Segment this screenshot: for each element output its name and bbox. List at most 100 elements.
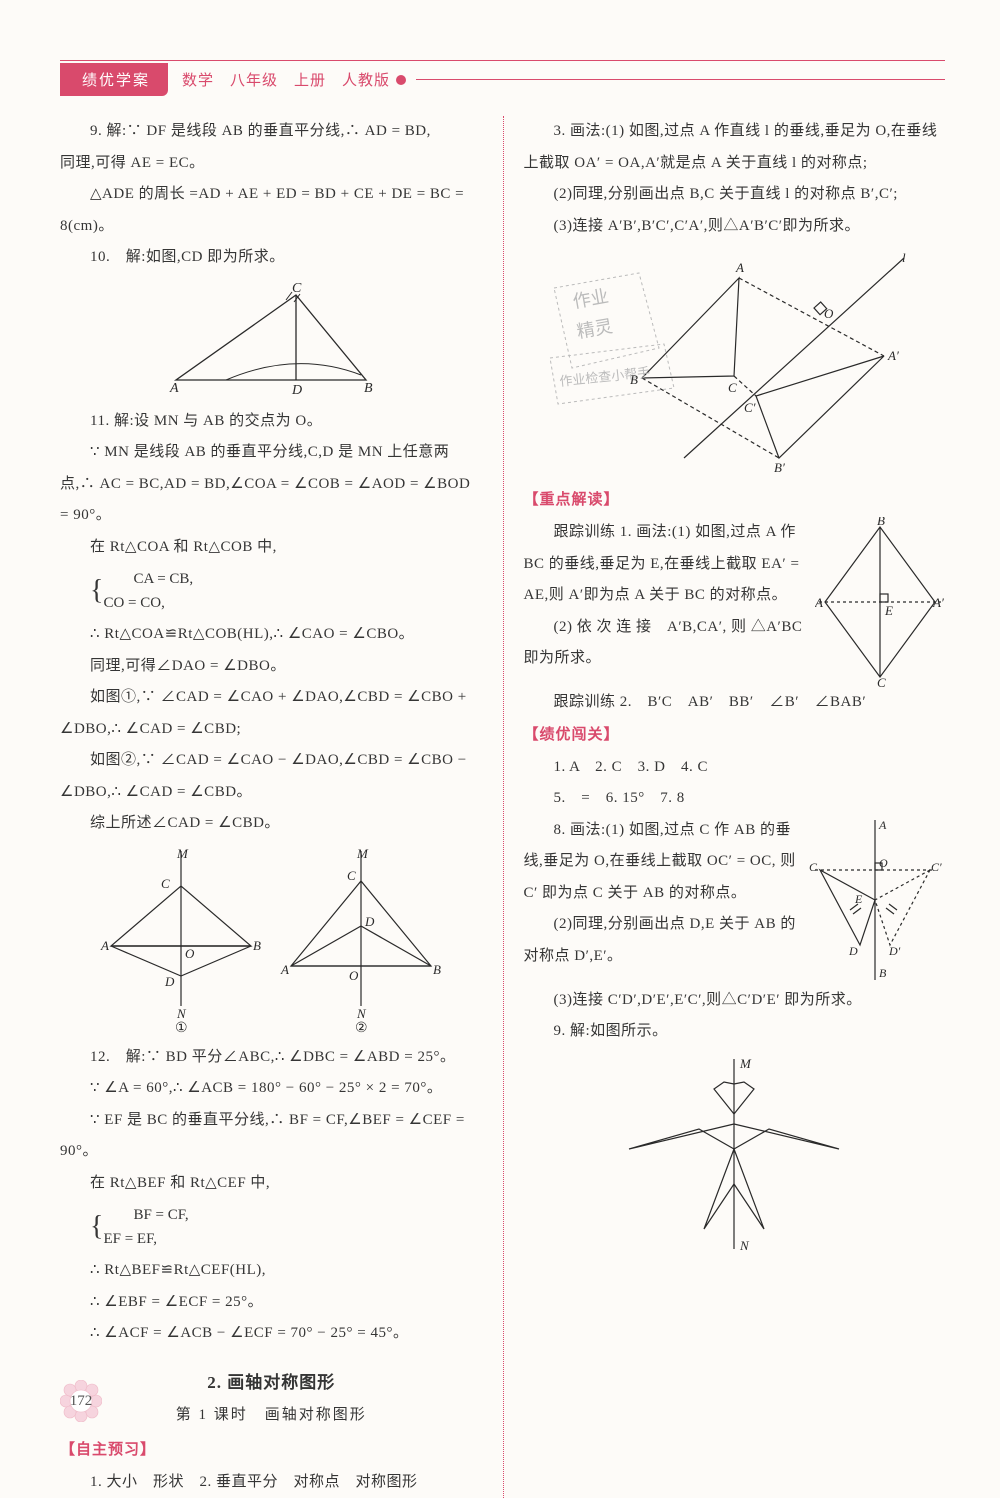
- ans-row2: 5. = 6. 15° 7. 8: [524, 783, 946, 815]
- brace-1: { CA = CB, CO = CO,: [60, 567, 483, 615]
- jygg-head: 【绩优闯关】: [524, 719, 946, 752]
- lbl: A: [100, 938, 109, 953]
- label-D: D: [291, 383, 302, 398]
- lbl: C′: [744, 400, 756, 415]
- lbl: O: [185, 946, 195, 961]
- lbl: D′: [888, 944, 901, 958]
- lbl: O: [824, 306, 834, 321]
- lbl: B: [877, 517, 885, 528]
- header-dot-icon: [396, 75, 406, 85]
- lbl: D: [164, 974, 175, 989]
- brace-2: { BF = CF, EF = EF,: [60, 1203, 483, 1251]
- lbl: M: [176, 846, 189, 861]
- q12-l6: ∴ ∠EBF = ∠ECF = 25°。: [60, 1287, 483, 1319]
- lbl: M: [739, 1056, 752, 1071]
- lbl: B: [879, 966, 887, 980]
- figure-q10: A B C D: [156, 280, 386, 400]
- lbl: C: [347, 868, 356, 883]
- self-study-head: 【自主预习】: [60, 1434, 483, 1467]
- section-title: 2. 画轴对称图形: [60, 1368, 483, 1393]
- lbl: O: [349, 968, 359, 983]
- lbl: B: [253, 938, 261, 953]
- lbl: E: [884, 603, 893, 618]
- lbl: N: [176, 1006, 187, 1021]
- lbl: C: [809, 860, 818, 874]
- q10: 10. 解:如图,CD 即为所求。: [60, 242, 483, 274]
- tracking1-row: 跟踪训练 1. 画法:(1) 如图,过点 A 作 BC 的垂线,垂足为 E,在垂…: [524, 517, 946, 687]
- q11-l7: 如图②,∵ ∠CAD = ∠CAO − ∠DAO,∠CBD = ∠CBO − ∠…: [60, 745, 483, 808]
- q11-l3: 在 Rt△COA 和 Rt△COB 中,: [60, 532, 483, 564]
- lbl: B: [630, 372, 638, 387]
- lbl: A′: [887, 348, 899, 363]
- lbl: B: [433, 962, 441, 977]
- r3a: 3. 画法:(1) 如图,过点 A 作直线 l 的垂线,垂足为 O,在垂线上截取…: [524, 116, 946, 179]
- q11-l6: 如图①,∵ ∠CAD = ∠CAO + ∠DAO,∠CBD = ∠CBO + ∠…: [60, 682, 483, 745]
- page-number: 172: [70, 1393, 93, 1410]
- figure-dual: M N A B C D O M N A B C D O ① ②: [91, 846, 451, 1036]
- r8a: 8. 画法:(1) 如图,过点 C 作 AB 的垂线,垂足为 O,在垂线上截取 …: [524, 815, 806, 910]
- lbl: ①: [175, 1021, 188, 1036]
- q9-line2: 同理,可得 AE = EC。: [60, 148, 483, 180]
- brace2-l2: EF = EF,: [103, 1231, 157, 1247]
- gz1b: (2) 依 次 连 接 A′B,CA′, 则 △A′BC即为所求。: [524, 612, 816, 675]
- r8b: (2)同理,分别画出点 D,E 关于 AB 的对称点 D′,E′。: [524, 909, 806, 972]
- q12-l1: 12. 解:∵ BD 平分∠ABC,∴ ∠DBC = ∠ABD = 25°。: [60, 1042, 483, 1074]
- watermark-icon: 作业: [571, 286, 610, 312]
- lbl: A: [878, 818, 887, 832]
- q12-l5: ∴ Rt△BEF≌Rt△CEF(HL),: [60, 1255, 483, 1287]
- ans-row1: 1. A 2. C 3. D 4. C: [524, 752, 946, 784]
- figure-reflection: 作业 精灵 作业检查小帮手 A B C A′ B′ C′ O l: [544, 248, 924, 478]
- lbl: C: [877, 675, 886, 687]
- lbl: A: [735, 260, 744, 275]
- lbl: E: [854, 892, 863, 906]
- r3c: (3)连接 A′B′,B′C′,C′A′,则△A′B′C′即为所求。: [524, 211, 946, 243]
- q12-l7: ∴ ∠ACF = ∠ACB − ∠ECF = 70° − 25° = 45°。: [60, 1318, 483, 1350]
- lbl: O: [879, 856, 888, 870]
- page-number-badge: 172: [60, 1380, 102, 1422]
- gz1a: 跟踪训练 1. 画法:(1) 如图,过点 A 作 BC 的垂线,垂足为 E,在垂…: [524, 517, 816, 612]
- lbl: N: [739, 1238, 750, 1253]
- self-study-ans: 1. 大小 形状 2. 垂直平分 对称点 对称图形: [60, 1467, 483, 1498]
- header-subject: 数学 八年级 上册 人教版: [182, 69, 390, 90]
- r8c: (3)连接 C′D′,D′E′,E′C′,则△C′D′E′ 即为所求。: [524, 985, 946, 1017]
- q12-l4: 在 Rt△BEF 和 Rt△CEF 中,: [60, 1168, 483, 1200]
- brace1-l2: CO = CO,: [103, 595, 164, 611]
- q12-l2: ∵ ∠A = 60°,∴ ∠ACB = 180° − 60° − 25° × 2…: [60, 1073, 483, 1105]
- lbl: M: [356, 846, 369, 861]
- label-A: A: [169, 381, 179, 396]
- q11-l8: 综上所述∠CAD = ∠CBD。: [60, 808, 483, 840]
- q11-l4: ∴ Rt△COA≌Rt△COB(HL),∴ ∠CAO = ∠CBO。: [60, 619, 483, 651]
- lbl: B′: [774, 460, 785, 475]
- brace2-l1: BF = CF,: [133, 1207, 188, 1223]
- label-C: C: [292, 281, 302, 296]
- figure-q8: A B C C′ D D′ E O: [805, 815, 945, 985]
- q11-l1: 11. 解:设 MN 与 AB 的交点为 O。: [60, 406, 483, 438]
- label-B: B: [364, 381, 373, 396]
- lbl: ②: [355, 1021, 368, 1036]
- header-badge: 绩优学案: [60, 63, 168, 96]
- right-column: 3. 画法:(1) 如图,过点 A 作直线 l 的垂线,垂足为 O,在垂线上截取…: [503, 116, 946, 1498]
- lbl: C: [161, 876, 170, 891]
- figure-rhombus: A A′ B C E: [815, 517, 945, 687]
- lbl: l: [902, 250, 906, 265]
- q9-line3: △ADE 的周长 =AD + AE + ED = BD + CE + DE = …: [60, 179, 483, 242]
- left-column: 9. 解:∵ DF 是线段 AB 的垂直平分线,∴ AD = BD, 同理,可得…: [60, 116, 503, 1498]
- lbl: C: [728, 380, 737, 395]
- page-header: 绩优学案 数学 八年级 上册 人教版: [60, 60, 945, 96]
- gz2: 跟踪训练 2. B′C AB′ BB′ ∠B′ ∠BAB′: [524, 687, 946, 719]
- figure-q9: M N: [604, 1054, 864, 1254]
- lbl: A′: [932, 595, 944, 610]
- q12-l3: ∵ EF 是 BC 的垂直平分线,∴ BF = CF,∠BEF = ∠CEF =…: [60, 1105, 483, 1168]
- lbl: D: [364, 914, 375, 929]
- lesson-title: 第 1 课时 画轴对称图形: [60, 1403, 483, 1424]
- r3b: (2)同理,分别画出点 B,C 关于直线 l 的对称点 B′,C′;: [524, 179, 946, 211]
- q8-row: 8. 画法:(1) 如图,过点 C 作 AB 的垂线,垂足为 O,在垂线上截取 …: [524, 815, 946, 985]
- lbl: D: [848, 944, 858, 958]
- q11-l2: ∵ MN 是线段 AB 的垂直平分线,C,D 是 MN 上任意两点,∴ AC =…: [60, 437, 483, 532]
- lbl: C′: [931, 860, 942, 874]
- r9: 9. 解:如图所示。: [524, 1016, 946, 1048]
- header-rule: [416, 79, 945, 80]
- lbl: A: [815, 595, 823, 610]
- q11-l5: 同理,可得∠DAO = ∠DBO。: [60, 651, 483, 683]
- watermark-icon: 精灵: [575, 316, 614, 342]
